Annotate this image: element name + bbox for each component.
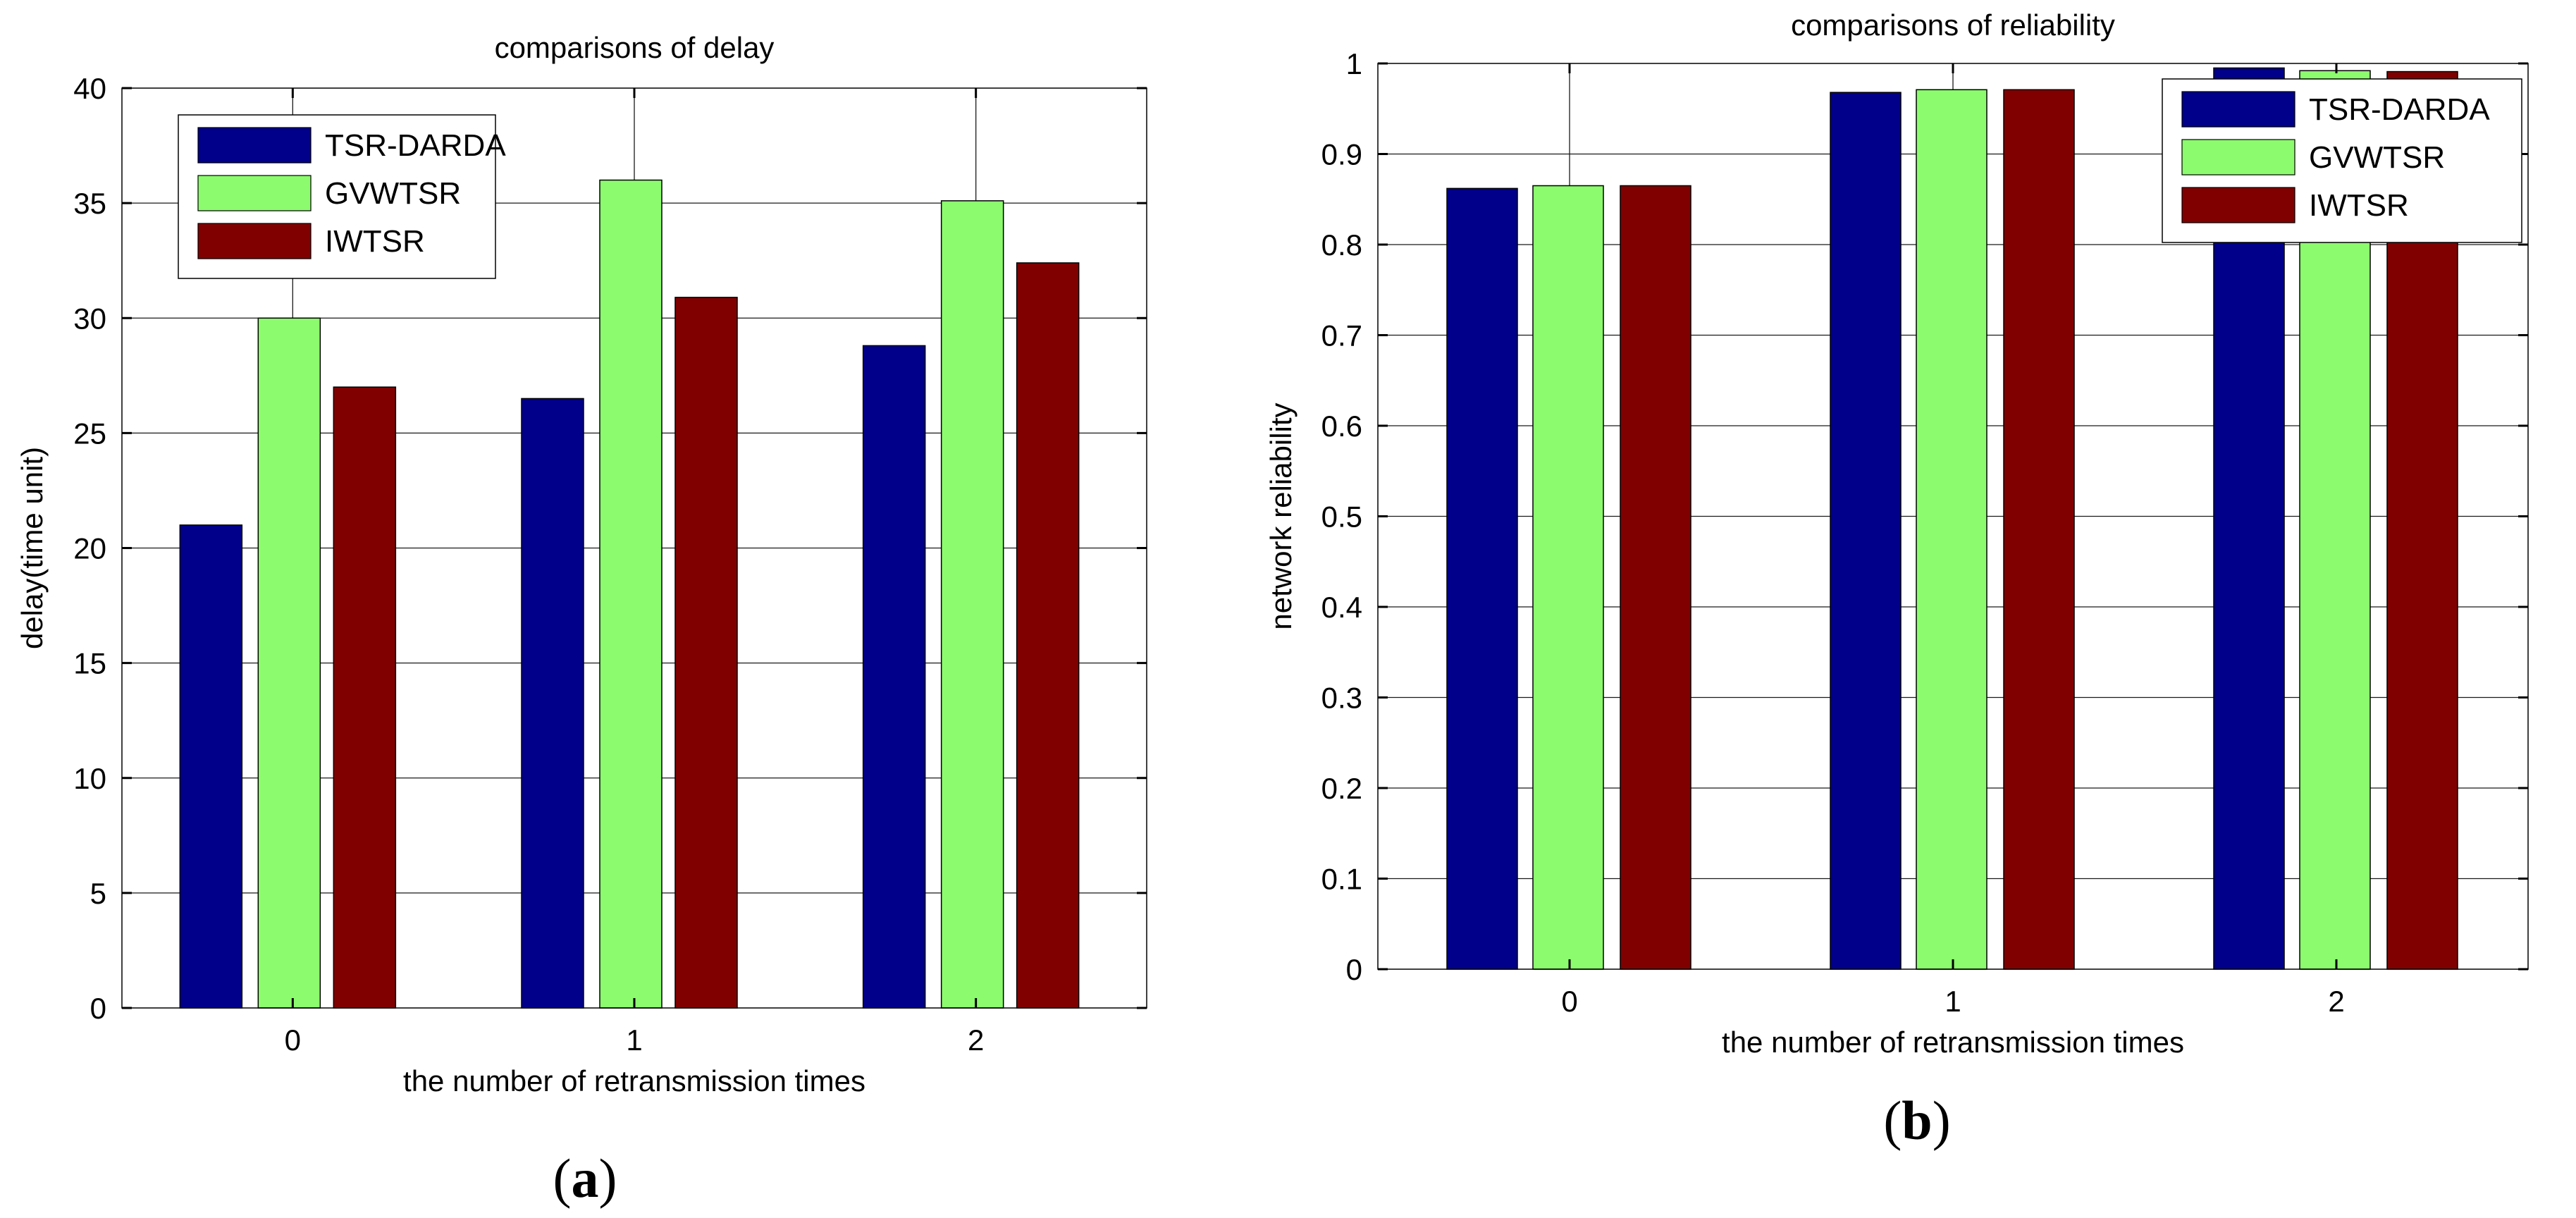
caption-letter: b xyxy=(1902,1090,1932,1151)
y-axis-label: delay(time unit) xyxy=(16,447,49,649)
y-tick-label: 0.7 xyxy=(1321,319,1362,352)
y-tick-label: 0 xyxy=(1346,953,1362,986)
y-tick-label: 0 xyxy=(90,992,106,1025)
y-tick-label: 0.8 xyxy=(1321,228,1362,262)
bar-iwtsr-1 xyxy=(674,297,738,1009)
y-tick-label: 5 xyxy=(90,877,106,910)
bar-iwtsr-0 xyxy=(1620,185,1691,970)
legend-label: IWTSR xyxy=(2309,188,2409,223)
legend-swatch xyxy=(197,223,312,259)
bar-iwtsr-1 xyxy=(2003,89,2075,970)
legend: TSR-DARDA GVWTSR IWTSR xyxy=(2162,78,2522,243)
legend-label: IWTSR xyxy=(325,224,425,259)
bar-tsr-darda-0 xyxy=(179,524,243,1009)
y-tick-label: 0.5 xyxy=(1321,500,1362,534)
x-tick-label: 0 xyxy=(285,1023,301,1057)
legend-swatch xyxy=(2181,139,2295,176)
y-tick-label: 25 xyxy=(73,417,106,450)
x-tick-label: 0 xyxy=(1561,985,1577,1018)
bars xyxy=(179,179,1080,1009)
y-tick-label: 1 xyxy=(1346,47,1362,80)
caption-b: (b) xyxy=(1883,1090,1950,1151)
y-tick-label: 0.1 xyxy=(1321,863,1362,896)
legend-label: GVWTSR xyxy=(2309,140,2445,175)
x-axis-label: the number of retransmission times xyxy=(1722,1026,2184,1059)
y-tick-label: 0.2 xyxy=(1321,772,1362,805)
y-tick-label: 0.6 xyxy=(1321,410,1362,443)
x-axis-label: the number of retransmission times xyxy=(403,1064,865,1097)
bar-gvwtsr-0 xyxy=(257,317,321,1009)
y-tick-label: 0.3 xyxy=(1321,682,1362,715)
y-tick-labels: 0 5 10 15 20 25 30 35 40 xyxy=(73,72,106,1025)
caption-a: (a) xyxy=(553,1148,617,1209)
legend-label: GVWTSR xyxy=(325,176,461,211)
y-tick-label: 0.9 xyxy=(1321,138,1362,171)
x-tick-label: 2 xyxy=(2328,985,2344,1018)
x-tick-labels: 0 1 2 xyxy=(285,1023,985,1057)
bar-tsr-darda-1 xyxy=(1830,92,1902,970)
y-tick-label: 30 xyxy=(73,302,106,335)
legend-swatch xyxy=(2181,187,2295,223)
legend-swatch xyxy=(197,175,312,211)
legend-swatch xyxy=(197,127,312,164)
axes xyxy=(1377,62,2529,971)
y-tick-label: 10 xyxy=(73,762,106,795)
chart-title: comparisons of delay xyxy=(495,31,775,64)
bar-tsr-darda-1 xyxy=(521,398,584,1009)
legend-swatch xyxy=(2181,91,2295,128)
chart-title: comparisons of reliability xyxy=(1791,8,2115,42)
caption-letter: a xyxy=(572,1148,599,1209)
legend: TSR-DARDA GVWTSR IWTSR xyxy=(178,114,506,279)
legend-label: TSR-DARDA xyxy=(2309,92,2490,127)
delay-chart: comparisons of delay 0 5 10 15 20 25 30 35 40 0 1… xyxy=(16,31,1147,1097)
x-tick-label: 1 xyxy=(626,1023,642,1057)
legend-label: TSR-DARDA xyxy=(325,128,506,163)
y-tick-label: 20 xyxy=(73,532,106,565)
y-tick-label: 0.4 xyxy=(1321,591,1362,624)
y-tick-label: 35 xyxy=(73,187,106,220)
y-tick-labels: 0 0.1 0.2 0.3 0.4 0.5 0.6 0.7 0.8 0.9 1 xyxy=(1321,47,1362,986)
x-tick-labels: 0 1 2 xyxy=(1561,985,2344,1018)
bar-gvwtsr-1 xyxy=(1916,89,1988,970)
bar-gvwtsr-1 xyxy=(599,179,663,1009)
bar-tsr-darda-0 xyxy=(1446,187,1518,970)
bar-iwtsr-2 xyxy=(1016,262,1080,1009)
y-tick-label: 40 xyxy=(73,72,106,105)
axes xyxy=(121,87,1147,1009)
bar-tsr-darda-2 xyxy=(862,345,926,1009)
reliability-chart: comparisons of reliability 0 0.1 0.2 0.3 0.4… xyxy=(1264,8,2529,1059)
bar-gvwtsr-2 xyxy=(940,200,1004,1009)
x-tick-label: 2 xyxy=(968,1023,984,1057)
y-tick-label: 15 xyxy=(73,647,106,680)
x-tick-label: 1 xyxy=(1945,985,1961,1018)
y-axis-label: network reliability xyxy=(1264,402,1298,629)
bar-gvwtsr-0 xyxy=(1532,185,1604,970)
bar-iwtsr-0 xyxy=(333,386,397,1009)
